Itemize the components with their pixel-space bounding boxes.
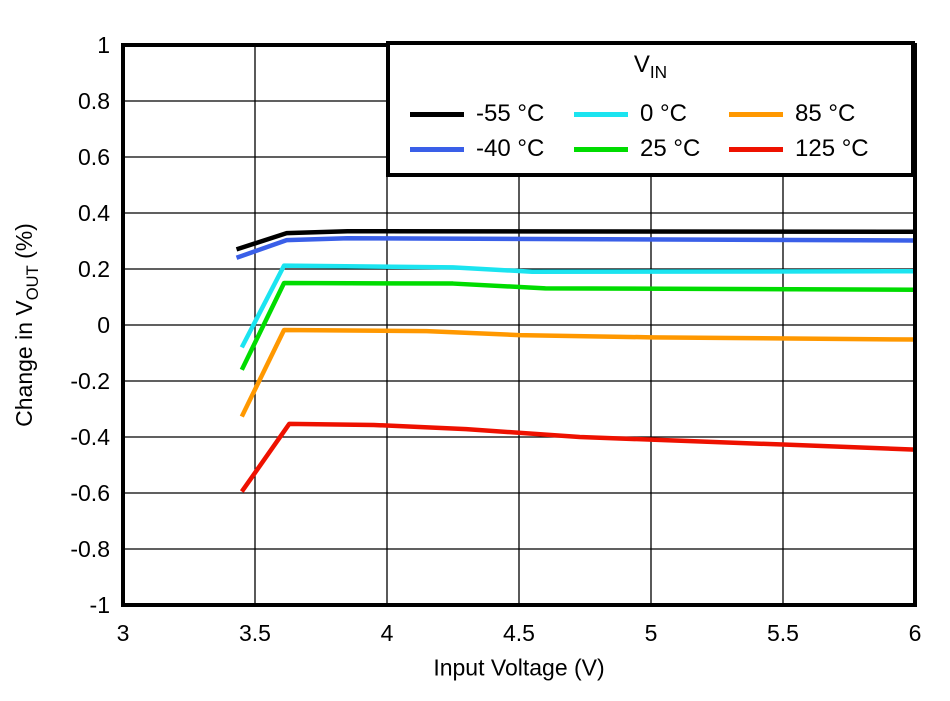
series-line-25c xyxy=(239,280,916,371)
legend-title-subscript: IN xyxy=(649,61,668,82)
y-axis-title: Change in VOUT (%) xyxy=(11,223,43,427)
series-line-85c xyxy=(239,327,916,418)
y-tick-label: 0.8 xyxy=(78,88,110,114)
x-tick-label: 5 xyxy=(645,620,658,646)
y-tick-label: -0.2 xyxy=(70,368,110,394)
y-axis-title-suffix: (%) xyxy=(11,223,38,266)
legend-label-minus-55c: -55 °C xyxy=(476,100,545,128)
legend-entry-25c: 25 °C xyxy=(574,132,729,167)
y-axis-title-subscript: OUT xyxy=(22,265,42,301)
legend-entry-0c: 0 °C xyxy=(574,97,729,132)
y-tick-label: -0.4 xyxy=(70,424,110,450)
series-line-125c xyxy=(239,421,916,493)
legend-swatch-85c xyxy=(729,111,783,117)
y-tick-label: 0.4 xyxy=(78,200,110,226)
legend-title-main: V xyxy=(633,51,650,78)
x-tick-label: 3.5 xyxy=(239,620,271,646)
legend-label-25c: 25 °C xyxy=(640,135,701,163)
y-tick-label: 0.6 xyxy=(78,144,110,170)
x-tick-label: 4 xyxy=(381,620,394,646)
legend-swatch-minus-55c xyxy=(410,111,464,117)
y-tick-label: -1 xyxy=(90,592,110,618)
legend-swatch-minus-40c xyxy=(410,146,464,152)
x-tick-label: 3 xyxy=(117,620,130,646)
x-tick-label: 4.5 xyxy=(503,620,535,646)
y-tick-label: 0.2 xyxy=(78,256,110,282)
y-tick-label: -0.8 xyxy=(70,536,110,562)
x-tick-label: 5.5 xyxy=(767,620,799,646)
x-tick-label: 6 xyxy=(909,620,922,646)
legend-label-85c: 85 °C xyxy=(795,100,856,128)
legend-entries: -55 °C -40 °C 0 °C 25 °C 85 °C 125 °C xyxy=(390,97,911,167)
y-tick-label: 1 xyxy=(97,32,110,58)
legend-title: VIN xyxy=(390,50,911,87)
y-axis-title-prefix: Change in V xyxy=(11,300,38,427)
series-line-minus-55c xyxy=(235,228,916,252)
legend-label-minus-40c: -40 °C xyxy=(476,135,545,163)
legend-entry-minus-55c: -55 °C xyxy=(410,97,574,132)
legend-label-0c: 0 °C xyxy=(640,100,687,128)
legend-swatch-0c xyxy=(574,111,628,117)
y-tick-label: -0.6 xyxy=(70,480,110,506)
legend-swatch-125c xyxy=(729,146,783,152)
legend-entry-minus-40c: -40 °C xyxy=(410,132,574,167)
series-line-0c xyxy=(239,263,916,349)
legend-label-125c: 125 °C xyxy=(795,135,869,163)
legend: VIN -55 °C -40 °C 0 °C 25 °C 85 °C 125 °C xyxy=(386,41,915,177)
series-line-minus-40c xyxy=(235,235,916,260)
legend-swatch-25c xyxy=(574,146,628,152)
x-axis-title: Input Voltage (V) xyxy=(433,654,605,681)
y-tick-label: 0 xyxy=(97,312,110,338)
legend-entry-125c: 125 °C xyxy=(729,132,911,167)
legend-entry-85c: 85 °C xyxy=(729,97,911,132)
